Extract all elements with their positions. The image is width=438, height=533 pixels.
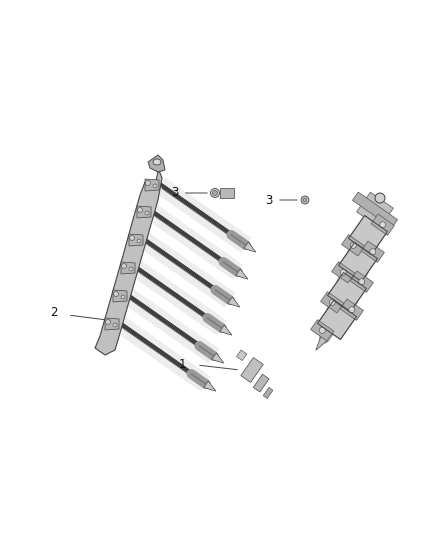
- Ellipse shape: [145, 211, 149, 215]
- Ellipse shape: [121, 295, 125, 299]
- Ellipse shape: [153, 159, 161, 165]
- Ellipse shape: [370, 249, 376, 255]
- Polygon shape: [244, 242, 256, 252]
- Ellipse shape: [350, 243, 356, 248]
- Polygon shape: [241, 358, 263, 383]
- Polygon shape: [316, 336, 328, 350]
- Ellipse shape: [130, 236, 134, 240]
- Polygon shape: [220, 325, 232, 335]
- Ellipse shape: [301, 196, 309, 204]
- Polygon shape: [129, 234, 143, 246]
- Ellipse shape: [138, 207, 142, 213]
- Ellipse shape: [349, 306, 355, 313]
- Ellipse shape: [137, 239, 141, 243]
- Polygon shape: [328, 272, 367, 311]
- Text: 3: 3: [265, 193, 273, 206]
- Polygon shape: [371, 214, 394, 236]
- Ellipse shape: [340, 269, 346, 276]
- Ellipse shape: [145, 181, 151, 185]
- Ellipse shape: [106, 319, 110, 325]
- Text: 3: 3: [172, 187, 179, 199]
- Ellipse shape: [380, 222, 386, 228]
- Text: 1: 1: [179, 359, 186, 372]
- Polygon shape: [253, 374, 269, 392]
- Ellipse shape: [129, 267, 133, 271]
- Polygon shape: [95, 165, 162, 355]
- Polygon shape: [212, 353, 224, 363]
- Polygon shape: [340, 299, 364, 320]
- Polygon shape: [342, 235, 365, 256]
- Polygon shape: [332, 262, 355, 283]
- Ellipse shape: [303, 198, 307, 202]
- Polygon shape: [353, 192, 398, 228]
- Polygon shape: [321, 292, 344, 313]
- Ellipse shape: [113, 323, 117, 327]
- Ellipse shape: [211, 189, 219, 198]
- Ellipse shape: [153, 184, 157, 188]
- Polygon shape: [318, 301, 357, 340]
- Polygon shape: [339, 243, 378, 281]
- Polygon shape: [236, 269, 248, 279]
- Ellipse shape: [121, 263, 127, 269]
- Ellipse shape: [329, 300, 335, 305]
- Polygon shape: [237, 350, 247, 360]
- Ellipse shape: [375, 193, 385, 203]
- Ellipse shape: [212, 190, 218, 196]
- Text: 2: 2: [50, 306, 58, 319]
- Polygon shape: [137, 206, 151, 218]
- Polygon shape: [311, 320, 334, 341]
- Polygon shape: [145, 179, 159, 191]
- Polygon shape: [148, 155, 165, 172]
- Polygon shape: [357, 192, 393, 228]
- Polygon shape: [204, 381, 216, 391]
- Polygon shape: [350, 271, 373, 292]
- Polygon shape: [121, 262, 135, 274]
- Ellipse shape: [359, 279, 365, 285]
- Polygon shape: [349, 215, 388, 254]
- Ellipse shape: [319, 327, 325, 333]
- Polygon shape: [228, 297, 240, 307]
- Ellipse shape: [113, 292, 119, 296]
- Polygon shape: [105, 318, 119, 330]
- Polygon shape: [263, 387, 273, 399]
- Polygon shape: [113, 290, 127, 302]
- Polygon shape: [361, 241, 385, 262]
- Bar: [220, 188, 234, 198]
